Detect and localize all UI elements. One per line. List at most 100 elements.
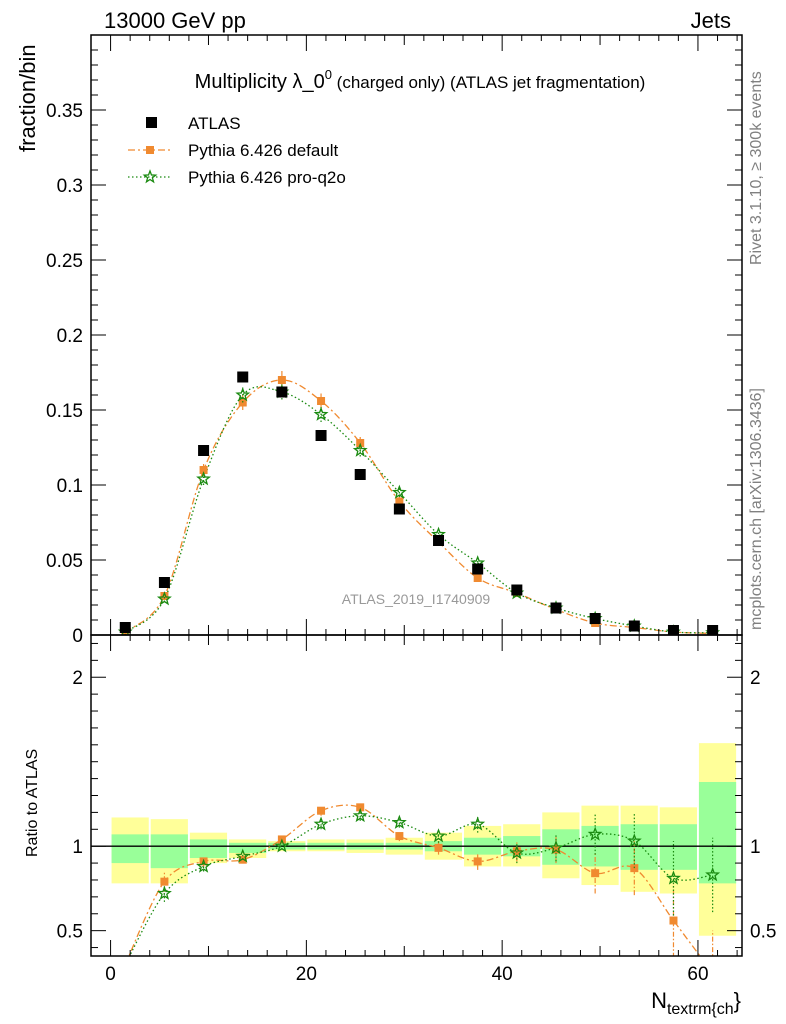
point-atlas (511, 584, 523, 596)
point-atlas (589, 613, 601, 624)
ratio-point-proq2o (156, 885, 172, 900)
point-atlas (628, 620, 640, 632)
point-atlas (354, 469, 366, 480)
ratio-point-default (709, 969, 717, 977)
ratio-panel: 0.5 0.51 12 20 20 40 60 Ratio to ATLAS (24, 634, 776, 985)
ratio-line-proq2o (128, 815, 713, 956)
ratio-point-proq2o (431, 828, 446, 843)
legend-item-default: Pythia 6.426 default (128, 141, 339, 160)
ratio-point-proq2o (705, 867, 721, 882)
point-atlas (158, 577, 170, 588)
x-tick-label: 40 (492, 964, 513, 985)
legend-label-proq2o: Pythia 6.426 pro-q2o (188, 168, 346, 187)
ratio-point-proq2o (548, 840, 564, 855)
ratio-point-default (317, 806, 326, 815)
ratio-point-proq2o (313, 816, 329, 831)
ratio-point-default (669, 916, 678, 925)
point-atlas (119, 622, 131, 633)
ratio-point-proq2o (352, 807, 368, 823)
ratio-y-tick-label: 1 (72, 837, 83, 858)
ratio-point-default (395, 832, 404, 841)
uncertainty-band-green (150, 834, 188, 869)
y-tick-label: 0.25 (46, 251, 83, 272)
y-tick-label: 0 (72, 626, 83, 647)
point-default (473, 574, 482, 582)
ratio-point-proq2o (274, 838, 290, 853)
point-atlas (276, 386, 288, 398)
point-atlas (550, 602, 562, 614)
mcplots-label: mcplots.cern.ch [arXiv:1306.3436] (748, 388, 765, 630)
y-tick-label: 0.3 (57, 176, 83, 197)
ratio-y-axis-label: Ratio to ATLAS (24, 749, 41, 857)
ratio-point-proq2o (509, 845, 525, 860)
legend-marker-default (146, 146, 154, 154)
point-atlas (315, 430, 327, 441)
ratio-point-proq2o (626, 833, 642, 848)
ratio-point-proq2o (666, 870, 681, 885)
main-y-axis-label: fraction/bin (15, 44, 40, 152)
legend-marker-atlas (146, 117, 157, 128)
y-tick-label: 0.1 (57, 476, 83, 497)
point-atlas (707, 625, 719, 635)
point-default (317, 397, 326, 405)
point-default (395, 497, 404, 506)
point-atlas (237, 371, 249, 383)
ratio-point-default (160, 877, 169, 886)
ratio-line-default (128, 804, 701, 956)
ratio-y-tick-label: 2 (72, 668, 83, 689)
ratio-y-tick-label: 0.5 (57, 922, 83, 943)
uncertainty-band-green (698, 781, 737, 884)
uncertainty-band-green (189, 839, 228, 859)
main-panel: 0 0.05 0.1 0.15 0.2 0.25 0.3 0.35 Multiplicity … (15, 34, 743, 647)
y-tick-label: 0.05 (46, 551, 83, 572)
x-tick-label: 60 (687, 964, 708, 985)
point-proq2o (196, 471, 212, 486)
point-proq2o (352, 442, 368, 457)
ratio-panel-frame (90, 634, 743, 957)
ratio-point-proq2o (391, 814, 407, 829)
y-tick-label: 0.15 (46, 401, 83, 422)
legend: ATLAS Pythia 6.426 default Pythia 6.426 … (128, 114, 346, 187)
uncertainty-band-green (620, 824, 658, 870)
x-tick-label: 20 (296, 964, 317, 985)
ratio-point-default (434, 843, 443, 852)
ratio-point-proq2o (587, 826, 603, 841)
legend-marker-proq2o (142, 169, 158, 184)
ratio-y-tick-label-right: 1 (750, 837, 761, 858)
ratio-point-default (356, 803, 365, 812)
point-atlas (198, 445, 210, 456)
rivet-version-label: Rivet 3.1.10, ≥ 300k events (748, 71, 765, 265)
y-tick-label: 0.35 (46, 101, 83, 122)
legend-label-default: Pythia 6.426 default (188, 141, 339, 160)
uncertainty-band-green (111, 834, 149, 864)
ratio-point-proq2o (120, 958, 131, 969)
uncertainty-band-green (659, 824, 697, 870)
ratio-point-default (473, 857, 482, 866)
ratio-point-default (591, 869, 600, 878)
main-title: Multiplicity λ_00 (charged only) (ATLAS … (195, 67, 646, 93)
legend-item-proq2o: Pythia 6.426 pro-q2o (128, 168, 346, 187)
uncertainty-band-green (229, 842, 267, 853)
point-atlas (667, 625, 679, 635)
ratio-point-default (121, 960, 129, 968)
point-atlas (433, 535, 445, 546)
x-tick-label: 0 (105, 964, 116, 985)
watermark-label: ATLAS_2019_I1740909 (342, 591, 491, 607)
point-proq2o (391, 484, 407, 499)
legend-label-atlas: ATLAS (188, 114, 241, 133)
point-default (199, 466, 208, 474)
ratio-y-tick-label-right: 2 (750, 668, 761, 689)
point-proq2o (156, 591, 172, 606)
point-atlas (472, 563, 484, 575)
ratio-point-proq2o (470, 816, 486, 831)
header-right-label: Jets (691, 8, 731, 33)
ratio-point-proq2o (235, 848, 251, 863)
header-left-label: 13000 GeV pp (104, 8, 246, 33)
ratio-point-proq2o (196, 858, 212, 873)
point-default (160, 592, 169, 600)
legend-item-atlas: ATLAS (146, 114, 241, 133)
x-axis-label: Ntextrm{ch} (651, 988, 741, 1018)
point-default (277, 376, 286, 384)
point-atlas (393, 503, 405, 515)
point-proq2o (313, 406, 329, 421)
